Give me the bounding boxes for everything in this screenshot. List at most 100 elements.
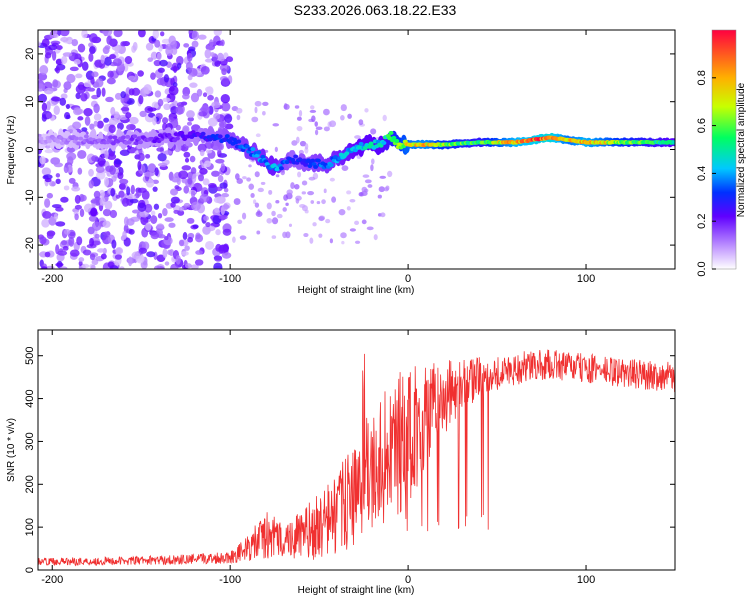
spectrogram-noise-blob bbox=[75, 73, 83, 79]
spectrogram-noise-blob bbox=[104, 149, 109, 160]
spectrogram-noise-blob bbox=[385, 185, 390, 191]
spectrogram-noise-blob bbox=[107, 70, 114, 79]
spectrogram-ridge-core bbox=[137, 140, 143, 145]
spectrogram-noise-blob bbox=[176, 176, 181, 186]
spectrogram-noise-blob bbox=[44, 178, 52, 183]
spectrogram-ridge-core bbox=[313, 164, 319, 169]
spectrogram-noise-blob bbox=[146, 251, 156, 258]
spectrogram-noise-blob bbox=[211, 101, 221, 109]
spectrogram-noise-blob bbox=[49, 180, 56, 187]
spectrogram-noise-blob bbox=[126, 124, 136, 131]
spectrogram-noise-blob bbox=[44, 251, 51, 258]
spectrogram-noise-blob bbox=[103, 176, 109, 187]
spectrogram-noise-blob bbox=[202, 178, 210, 186]
spectrogram-noise-blob bbox=[190, 167, 197, 175]
snr-xlabel: Height of straight line (km) bbox=[298, 585, 415, 596]
spectrogram-noise-blob bbox=[122, 230, 127, 240]
spectrogram-noise-blob bbox=[69, 66, 79, 72]
spectrogram-noise-blob bbox=[170, 188, 179, 196]
spectrogram-noise-blob bbox=[354, 240, 361, 244]
spectrogram-noise-blob bbox=[102, 220, 111, 228]
spectrogram-noise-blob bbox=[290, 182, 295, 189]
spectrogram-noise-blob bbox=[164, 217, 174, 222]
spectrogram-noise-blob bbox=[152, 115, 157, 126]
spectrogram-noise-blob bbox=[89, 123, 95, 130]
spectrogram-noise-blob bbox=[93, 120, 98, 127]
spectrogram-noise-blob bbox=[77, 149, 87, 159]
spectrogram-noise-blob bbox=[288, 223, 293, 227]
spectrogram-noise-blob bbox=[257, 187, 264, 193]
spectrogram-noise-blob bbox=[187, 236, 194, 243]
spectrogram-noise-blob bbox=[108, 124, 116, 134]
spectrogram-noise-blob bbox=[131, 251, 141, 260]
spectrogram-noise-blob bbox=[205, 241, 215, 250]
spectrogram-ridge-core bbox=[271, 163, 277, 168]
spectrogram-noise-blob bbox=[192, 224, 199, 229]
spectrogram-noise-blob bbox=[181, 165, 192, 171]
spectrogram-noise-blob bbox=[55, 262, 64, 267]
spectrogram-noise-blob bbox=[190, 92, 200, 103]
spectrogram-noise-blob bbox=[114, 159, 123, 165]
spectrogram-noise-blob bbox=[62, 52, 73, 57]
spectrogram-ytick-label: 0 bbox=[24, 146, 36, 152]
spectrogram-noise-blob bbox=[162, 208, 168, 217]
spectrogram-noise-blob bbox=[144, 222, 152, 231]
spectrogram-ridge-core bbox=[394, 138, 400, 143]
spectrogram-noise-blob bbox=[212, 40, 217, 46]
spectrogram-noise-blob bbox=[358, 119, 364, 126]
spectrogram-noise-blob bbox=[371, 158, 375, 165]
spectrogram-noise-blob bbox=[88, 215, 98, 222]
spectrogram-noise-blob bbox=[104, 56, 112, 66]
spectrogram-noise-blob bbox=[260, 181, 266, 185]
spectrogram-noise-blob bbox=[120, 96, 125, 104]
spectrogram-noise-blob bbox=[282, 231, 288, 239]
spectrogram-noise-blob bbox=[60, 240, 68, 246]
spectrogram-noise-blob bbox=[101, 87, 106, 97]
spectrogram-ridge-core bbox=[55, 139, 61, 144]
spectrogram-noise-blob bbox=[55, 206, 64, 212]
spectrogram-noise-blob bbox=[283, 103, 290, 110]
spectrogram-noise-blob bbox=[137, 202, 147, 212]
spectrogram-noise-blob bbox=[211, 170, 220, 177]
spectrogram-noise-blob bbox=[79, 208, 85, 218]
spectrogram-noise-blob bbox=[329, 177, 335, 182]
snr-ytick-label: 300 bbox=[24, 432, 36, 450]
spectrogram-noise-blob bbox=[107, 261, 115, 268]
spectrogram-noise-blob bbox=[184, 263, 192, 269]
spectrogram-ylabel: Frequency (Hz) bbox=[6, 116, 17, 185]
spectrogram-noise-blob bbox=[367, 184, 373, 188]
spectrogram-noise-blob bbox=[321, 199, 326, 205]
spectrogram-noise-blob bbox=[81, 127, 88, 132]
spectrogram-noise-blob bbox=[156, 52, 162, 61]
spectrogram-noise-blob bbox=[182, 86, 191, 97]
spectrogram-noise-blob bbox=[275, 174, 280, 178]
snr-chart: -200 -100 0 100 0 100 200 300 400 500 Height of s… bbox=[6, 329, 676, 596]
spectrogram-noise-blob bbox=[239, 235, 247, 240]
spectrogram-noise-blob bbox=[214, 207, 220, 213]
spectrogram-noise-blob bbox=[74, 213, 79, 221]
spectrogram-noise-blob bbox=[108, 117, 119, 126]
spectrogram-noise-blob bbox=[96, 170, 106, 180]
spectrogram-noise-blob bbox=[183, 151, 191, 158]
spectrogram-noise-blob bbox=[120, 91, 126, 99]
spectrogram-noise-blob bbox=[309, 109, 317, 113]
spectrogram-noise-blob bbox=[137, 70, 144, 77]
spectrogram-noise-blob bbox=[38, 41, 41, 47]
spectrogram-noise-blob bbox=[354, 220, 360, 226]
spectrogram-noise-blob bbox=[175, 106, 184, 115]
spectrogram-noise-blob bbox=[41, 102, 48, 112]
spectrogram-noise-blob bbox=[126, 186, 131, 196]
spectrogram-noise-blob bbox=[314, 129, 319, 136]
spectrogram-noise-blob bbox=[156, 223, 165, 229]
spectrogram-noise-blob bbox=[262, 101, 269, 106]
spectrogram-noise-blob bbox=[191, 30, 199, 41]
spectrogram-noise-blob bbox=[218, 56, 225, 62]
spectrogram-noise-blob bbox=[157, 162, 168, 167]
spectrogram-noise-blob bbox=[109, 150, 115, 157]
spectrogram-noise-blob bbox=[124, 56, 133, 65]
spectrogram-ridge-core bbox=[315, 158, 321, 163]
spectrogram-noise-blob bbox=[187, 177, 193, 185]
spectrogram-noise-blob bbox=[44, 149, 54, 154]
spectrogram-noise-blob bbox=[207, 117, 218, 127]
spectrogram-noise-blob bbox=[236, 114, 241, 121]
